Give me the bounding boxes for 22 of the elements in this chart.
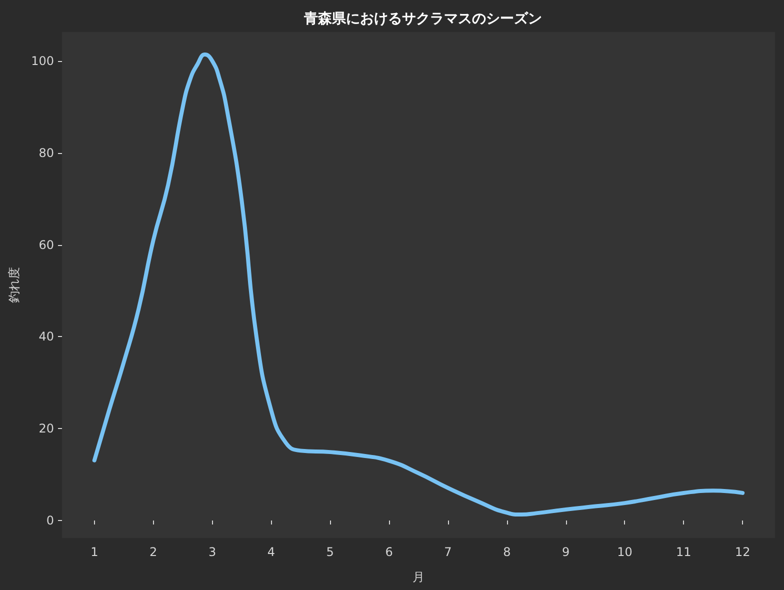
x-tick-label: 9 bbox=[562, 545, 570, 559]
y-tick-label: 60 bbox=[38, 238, 54, 252]
x-tick-label: 10 bbox=[617, 545, 632, 559]
line-series bbox=[92, 52, 745, 517]
x-tick-label: 7 bbox=[444, 545, 452, 559]
y-tick-label: 100 bbox=[31, 54, 54, 68]
x-tick-label: 8 bbox=[503, 545, 511, 559]
y-tick-label: 0 bbox=[46, 514, 54, 528]
x-tick-label: 12 bbox=[734, 545, 750, 559]
chart-title: 青森県におけるサクラマスのシーズン bbox=[303, 11, 542, 27]
x-tick-label: 2 bbox=[150, 545, 158, 559]
x-tick-label: 4 bbox=[267, 545, 276, 559]
x-tick-label: 1 bbox=[90, 545, 98, 559]
x-tick-label: 3 bbox=[208, 545, 216, 559]
x-tick-label: 6 bbox=[385, 545, 393, 559]
y-tick-label: 20 bbox=[38, 422, 54, 436]
x-axis-title: 月 bbox=[412, 570, 424, 584]
x-tick-label: 5 bbox=[326, 545, 334, 559]
y-axis-title: 釣れ度 bbox=[7, 267, 21, 303]
y-tick-label: 40 bbox=[38, 330, 54, 344]
x-tick-label: 11 bbox=[676, 545, 692, 559]
y-tick-label: 80 bbox=[38, 146, 54, 160]
